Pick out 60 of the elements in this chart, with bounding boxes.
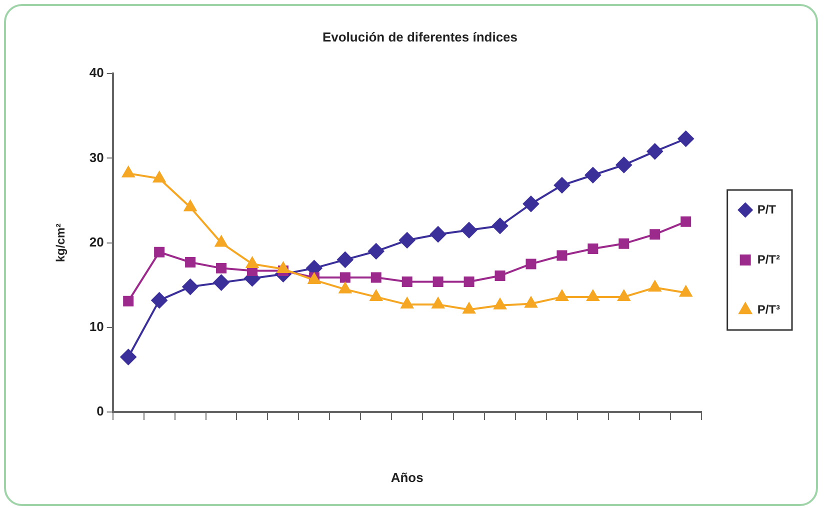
point bbox=[215, 236, 228, 247]
point bbox=[184, 200, 196, 212]
point bbox=[526, 258, 536, 270]
point bbox=[370, 290, 382, 301]
point bbox=[554, 177, 570, 194]
point bbox=[650, 229, 660, 240]
point bbox=[154, 246, 165, 258]
x-axis-title: Años bbox=[390, 470, 424, 485]
point bbox=[648, 280, 662, 292]
point bbox=[185, 257, 196, 268]
point bbox=[524, 296, 538, 308]
chart-title: Evolución de diferentes índices bbox=[322, 29, 518, 44]
point bbox=[680, 286, 692, 297]
point bbox=[588, 243, 598, 254]
point bbox=[678, 130, 694, 147]
y-axis-title: kg/cm² bbox=[54, 223, 68, 262]
point bbox=[432, 298, 444, 309]
legend-label: P/T³ bbox=[757, 302, 780, 316]
point bbox=[618, 238, 630, 249]
point bbox=[340, 272, 350, 283]
point bbox=[213, 274, 230, 291]
point bbox=[618, 290, 630, 301]
point bbox=[462, 302, 476, 314]
point bbox=[680, 216, 692, 227]
point bbox=[616, 156, 632, 173]
y-tick-label: 0 bbox=[96, 404, 104, 419]
point bbox=[430, 226, 446, 242]
point bbox=[216, 262, 227, 274]
point bbox=[494, 298, 506, 310]
point bbox=[461, 222, 478, 238]
point bbox=[586, 290, 600, 301]
y-tick-label: 40 bbox=[89, 65, 104, 80]
point bbox=[337, 252, 354, 268]
legend-label: P/T² bbox=[757, 252, 780, 266]
point bbox=[151, 292, 168, 308]
point bbox=[368, 243, 384, 260]
point bbox=[432, 276, 444, 287]
point bbox=[556, 290, 568, 301]
point bbox=[584, 167, 601, 184]
point bbox=[402, 276, 412, 287]
point bbox=[123, 296, 134, 306]
point bbox=[120, 349, 136, 366]
point bbox=[277, 262, 290, 274]
point bbox=[182, 278, 198, 295]
point bbox=[153, 172, 166, 183]
point bbox=[338, 282, 352, 294]
point bbox=[492, 218, 508, 234]
y-tick-label: 30 bbox=[89, 150, 104, 165]
y-tick-label: 20 bbox=[89, 234, 104, 250]
point bbox=[646, 143, 663, 160]
legend-label: P/T bbox=[757, 202, 777, 216]
point bbox=[399, 232, 416, 248]
point bbox=[246, 256, 258, 268]
point bbox=[464, 276, 474, 287]
point bbox=[370, 272, 382, 283]
point bbox=[556, 250, 568, 261]
y-tick-label: 10 bbox=[89, 318, 104, 334]
point bbox=[522, 196, 539, 212]
point bbox=[494, 270, 506, 282]
point bbox=[400, 298, 414, 309]
